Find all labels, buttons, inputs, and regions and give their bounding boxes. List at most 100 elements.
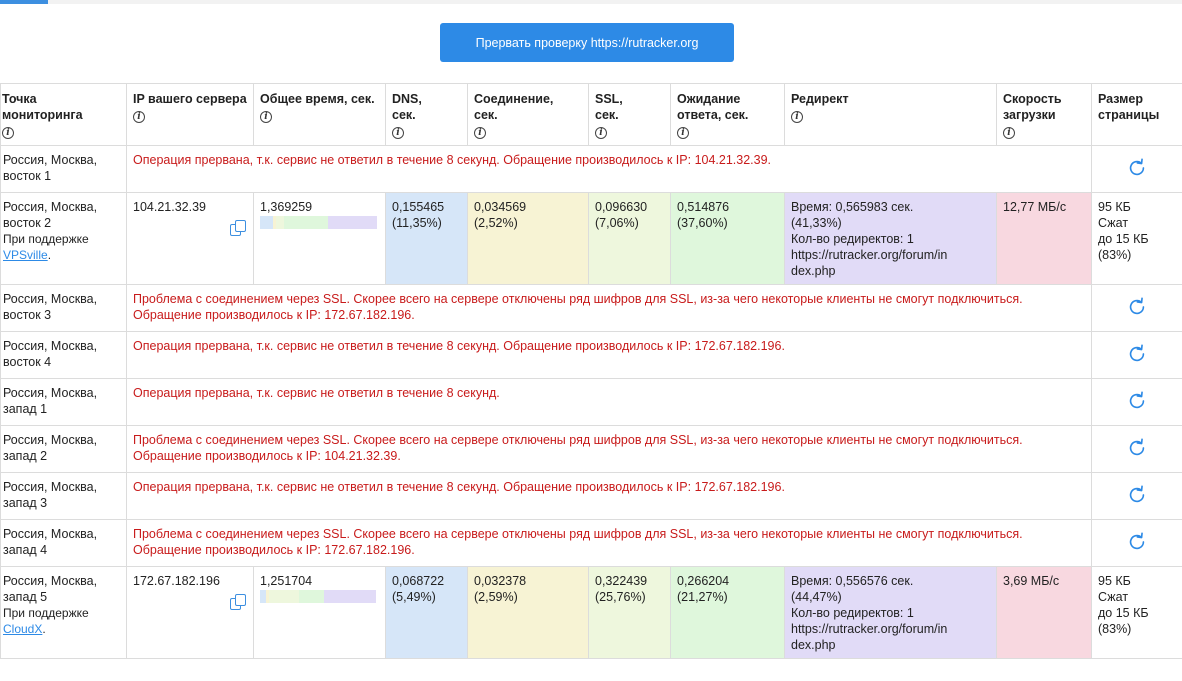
speed-cell: 12,77 МБ/с (996, 192, 1092, 285)
timing-bar-redirect (328, 216, 377, 229)
location-cell: Россия, Москва, восток 2 При поддержке VP… (0, 192, 127, 285)
redirect-count: Кол-во редиректов: 1 (791, 232, 914, 246)
refresh-icon[interactable] (1126, 484, 1148, 506)
refresh-cell (1091, 472, 1182, 520)
timing-bar (260, 590, 378, 603)
timing-bar-connection (266, 590, 269, 603)
table-row: Россия, Москва, запад 1 Операция прерван… (0, 378, 1182, 426)
timing-bar-redirect (324, 590, 376, 603)
hosting-link[interactable]: CloudX (3, 622, 43, 636)
info-icon[interactable]: i (474, 127, 486, 139)
copy-icon[interactable] (230, 220, 246, 236)
table-row: Россия, Москва, восток 1 Операция прерва… (0, 145, 1182, 193)
header-ssl-label: SSL, сек. (595, 92, 623, 122)
header-dns-label: DNS, сек. (392, 92, 422, 122)
redirect-percent: (41,33%) (791, 216, 842, 230)
info-icon[interactable]: i (392, 127, 404, 139)
total-cell: 1,369259 (253, 192, 386, 285)
table-row: Россия, Москва, восток 2 При поддержке VP… (0, 192, 1182, 285)
conn-percent: (2,59%) (474, 590, 518, 604)
size-value: 95 КБ (1098, 200, 1131, 214)
ip-cell: 104.21.32.39 (126, 192, 254, 285)
top-progress-accent (0, 0, 48, 4)
location-cell: Россия, Москва, запад 1 (0, 378, 127, 426)
refresh-icon[interactable] (1126, 296, 1148, 318)
size-compressed-to: до 15 КБ (1098, 606, 1149, 620)
speed-cell: 3,69 МБ/с (996, 566, 1092, 659)
refresh-cell (1091, 284, 1182, 332)
support-label: При поддержке (3, 232, 89, 246)
refresh-icon[interactable] (1126, 437, 1148, 459)
hosting-link[interactable]: VPSville (3, 248, 48, 262)
redirect-time: Время: 0,565983 сек. (791, 200, 914, 214)
header-redirect-label: Редирект (791, 92, 849, 106)
dns-value: 0,155465 (392, 200, 445, 214)
stop-check-button[interactable]: Прервать проверку https://rutracker.org (440, 23, 734, 62)
info-icon[interactable]: i (133, 111, 145, 123)
timing-bar-wait (284, 216, 328, 229)
size-value: 95 КБ (1098, 574, 1131, 588)
error-message: Проблема с соединением через SSL. Скорее… (126, 425, 1092, 473)
size-percent: (83%) (1098, 622, 1132, 636)
support-suffix: . (47, 248, 52, 262)
ssl-percent: (25,76%) (595, 590, 646, 604)
info-icon[interactable]: i (260, 111, 272, 123)
size-cell: 95 КБ Сжат до 15 КБ (83%) (1091, 566, 1182, 659)
error-message: Проблема с соединением через SSL. Скорее… (126, 284, 1092, 332)
support-label: При поддержке (3, 606, 89, 620)
ssl-percent: (7,06%) (595, 216, 639, 230)
info-icon[interactable]: i (595, 127, 607, 139)
redirect-url: https://rutracker.org/forum/index.php (791, 248, 948, 278)
dns-cell: 0,068722 (5,49%) (385, 566, 468, 659)
timing-bar-ssl (269, 590, 299, 603)
info-icon[interactable]: i (1003, 127, 1015, 139)
location-cell: Россия, Москва, запад 2 (0, 425, 127, 473)
refresh-icon[interactable] (1126, 531, 1148, 553)
refresh-cell (1091, 145, 1182, 193)
conn-percent: (2,52%) (474, 216, 518, 230)
ip-cell: 172.67.182.196 (126, 566, 254, 659)
total-value: 1,369259 (260, 200, 313, 214)
header-size-label: Размер страницы (1098, 92, 1160, 122)
top-progress-strip (0, 0, 1182, 4)
header-point: Точка мониторинга i (0, 83, 127, 146)
info-icon[interactable]: i (791, 111, 803, 123)
refresh-icon[interactable] (1126, 157, 1148, 179)
wait-value: 0,514876 (677, 200, 730, 214)
table-row: Россия, Москва, запад 5 При поддержке Clo… (0, 566, 1182, 659)
timing-bar-ssl (276, 216, 284, 229)
redirect-cell: Время: 0,565983 сек. (41,33%) Кол-во ред… (784, 192, 997, 285)
location-cell: Россия, Москва, запад 5 При поддержке Clo… (0, 566, 127, 659)
ssl-value: 0,096630 (595, 200, 648, 214)
info-icon[interactable]: i (677, 127, 689, 139)
location-name: Россия, Москва, восток 2 (3, 200, 98, 230)
ip-value: 172.67.182.196 (133, 574, 220, 588)
size-compressed: Сжат (1098, 216, 1129, 230)
conn-cell: 0,034569 (2,52%) (467, 192, 589, 285)
refresh-cell (1091, 519, 1182, 567)
dns-percent: (11,35%) (392, 216, 442, 230)
refresh-cell (1091, 378, 1182, 426)
ssl-cell: 0,096630 (7,06%) (588, 192, 671, 285)
size-compressed: Сжат (1098, 590, 1129, 604)
refresh-icon[interactable] (1126, 390, 1148, 412)
refresh-icon[interactable] (1126, 343, 1148, 365)
size-cell: 95 КБ Сжат до 15 КБ (83%) (1091, 192, 1182, 285)
copy-icon[interactable] (230, 594, 246, 610)
header-total-label: Общее время, сек. (260, 92, 375, 106)
conn-cell: 0,032378 (2,59%) (467, 566, 589, 659)
error-message: Операция прервана, т.к. сервис не ответи… (126, 145, 1092, 193)
info-icon[interactable]: i (2, 127, 14, 139)
total-cell: 1,251704 (253, 566, 386, 659)
location-cell: Россия, Москва, восток 1 (0, 145, 127, 193)
dns-value: 0,068722 (392, 574, 445, 588)
header-conn: Соединение, сек. i (467, 83, 589, 146)
support-suffix: . (42, 622, 46, 636)
header-wait: Ожидание ответа, сек. i (670, 83, 785, 146)
header-wait-label: Ожидание ответа, сек. (677, 92, 749, 122)
timing-bar-dns (260, 216, 273, 229)
redirect-cell: Время: 0,556576 сек. (44,47%) Кол-во ред… (784, 566, 997, 659)
header-speed-label: Скорость загрузки (1003, 92, 1062, 122)
table-row: Россия, Москва, запад 2 Проблема с соеди… (0, 425, 1182, 473)
header-point-label: Точка мониторинга (2, 92, 83, 122)
